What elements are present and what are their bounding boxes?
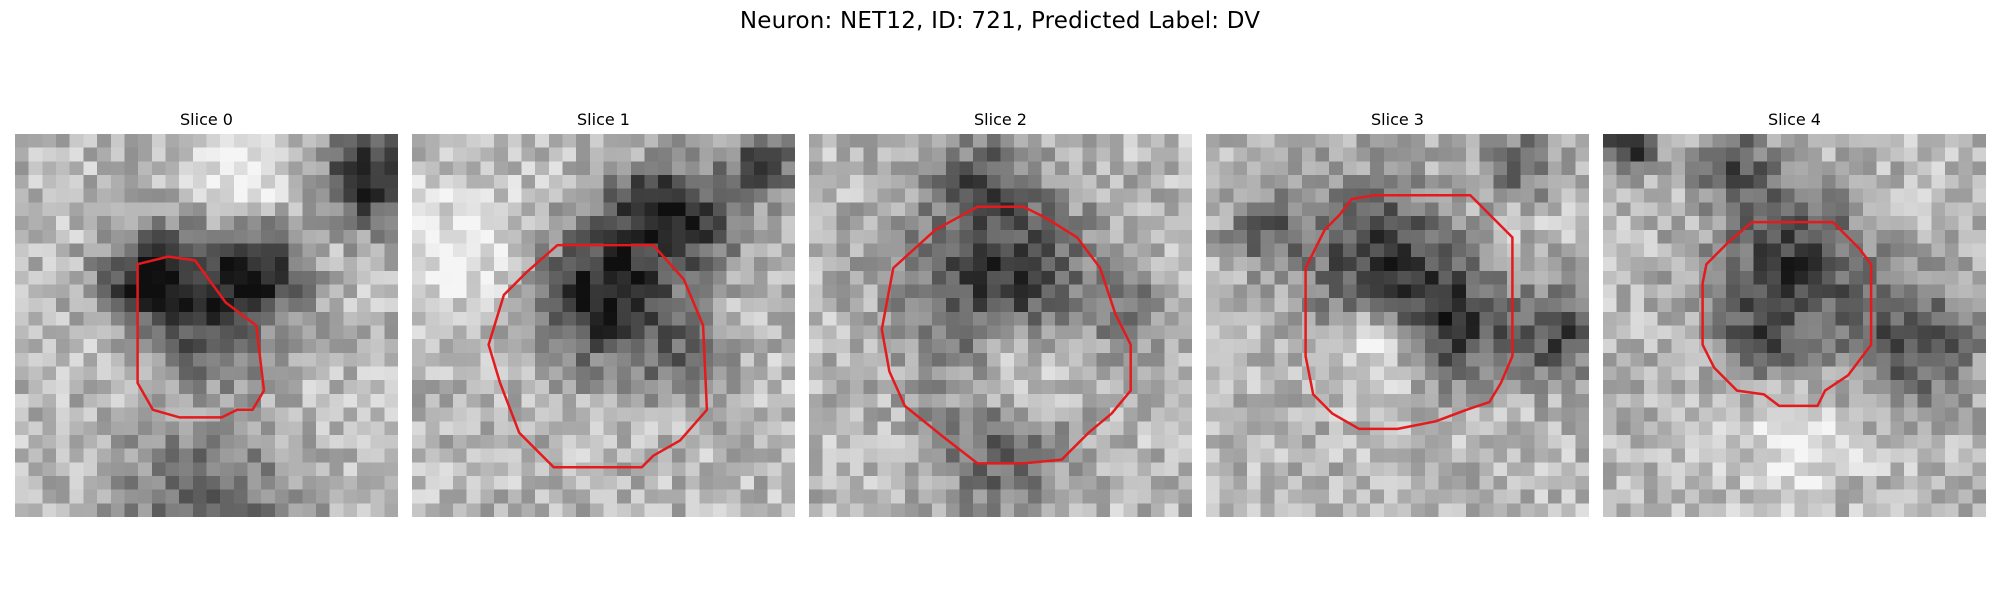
slice-title-0: Slice 0 (180, 110, 233, 129)
slice-image-2 (809, 134, 1192, 517)
roi-contour-4 (1701, 220, 1873, 408)
slice-0-pixels (15, 134, 398, 517)
slice-image-4 (1603, 134, 1986, 517)
slice-panel-3: Slice 3 (1206, 109, 1589, 517)
slice-4-pixels (1603, 134, 1986, 517)
slice-title-2: Slice 2 (974, 110, 1027, 129)
slice-1-pixels (412, 134, 795, 517)
roi-contour-1 (487, 243, 709, 469)
roi-contour-0 (136, 255, 266, 419)
slice-image-0 (15, 134, 398, 517)
slice-panel-1: Slice 1 (412, 109, 795, 517)
slice-image-1 (412, 134, 795, 517)
slice-3-pixels (1206, 134, 1589, 517)
slice-title-3: Slice 3 (1371, 110, 1424, 129)
roi-contour-3 (1304, 194, 1514, 431)
slice-panel-4: Slice 4 (1603, 109, 1986, 517)
figure-title: Neuron: NET12, ID: 721, Predicted Label:… (739, 8, 1261, 34)
slice-title-4: Slice 4 (1768, 110, 1821, 129)
slice-panel-0: Slice 0 (15, 109, 398, 517)
slice-2-pixels (809, 134, 1192, 517)
slice-title-1: Slice 1 (577, 110, 630, 129)
slice-panel-2: Slice 2 (809, 109, 1192, 517)
roi-contour-2 (880, 205, 1132, 465)
slice-image-3 (1206, 134, 1589, 517)
